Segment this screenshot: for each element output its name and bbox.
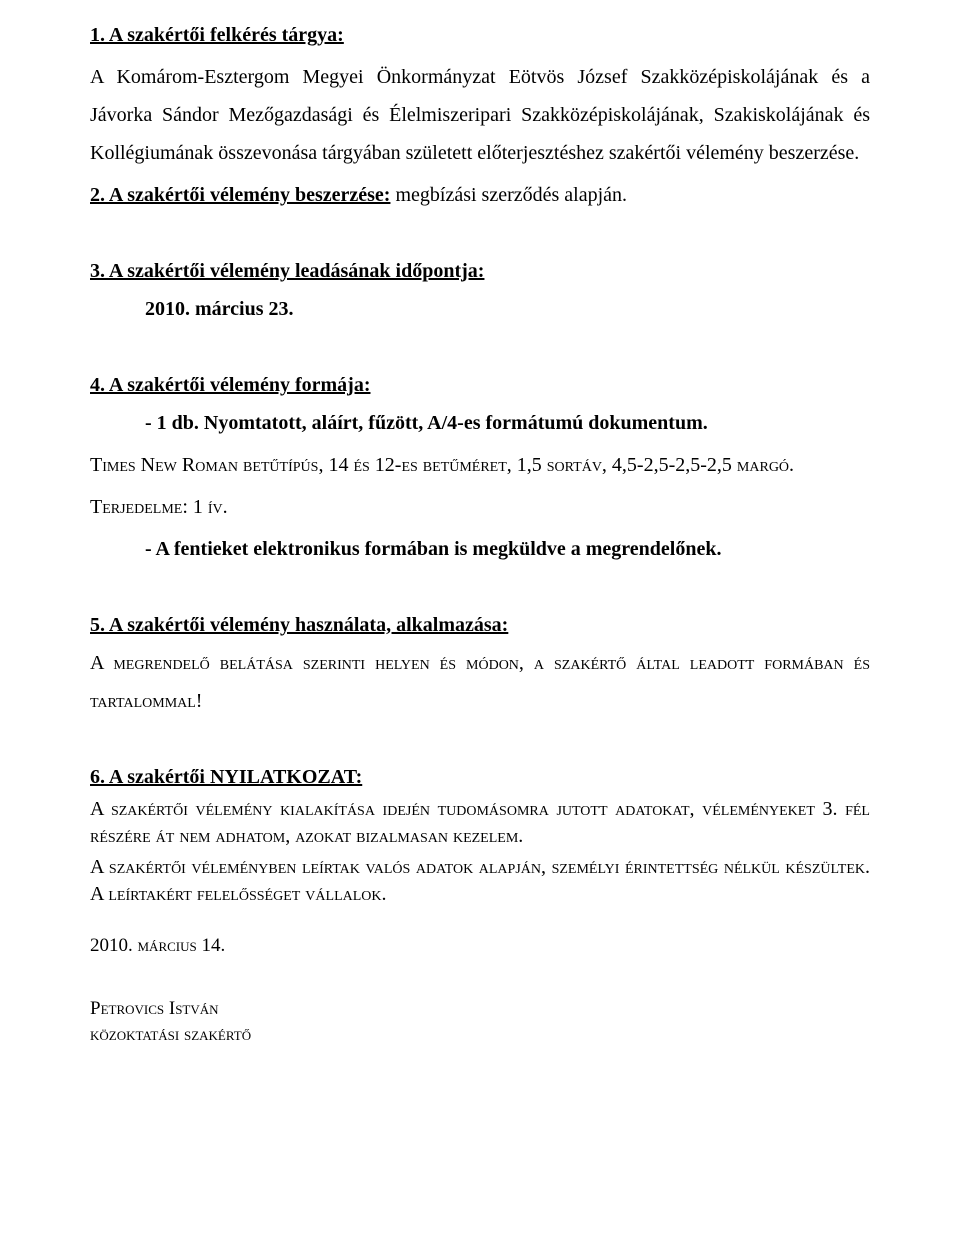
document-date: 2010. március 14. (90, 928, 870, 964)
section-4-heading: 4. A szakértői vélemény formája: (90, 370, 870, 400)
document-page: 1. A szakértői felkérés tárgya: A Komáro… (0, 0, 960, 1258)
signature-name: Petrovics István (90, 996, 870, 1022)
section-6-p1: A szakértői vélemény kialakítása idején … (90, 796, 870, 850)
section-6-heading: 6. A szakértői NYILATKOZAT: (90, 762, 870, 792)
section-1-body: A Komárom-Esztergom Megyei Önkormányzat … (90, 58, 870, 172)
section-5-body: A megrendelő belátása szerinti helyen és… (90, 644, 870, 720)
signature-block: Petrovics István közoktatási szakértő (90, 996, 870, 1047)
section-2-heading: 2. A szakértői vélemény beszerzése: (90, 184, 390, 206)
section-4-line3: - A fentieket elektronikus formában is m… (145, 530, 870, 568)
section-2: 2. A szakértői vélemény beszerzése: megb… (90, 176, 870, 214)
section-2-append: megbízási szerződés alapján. (390, 184, 627, 206)
section-5-heading: 5. A szakértői vélemény használata, alka… (90, 610, 870, 640)
section-4-line2a: Times New Roman betűtípús, 14 és 12-es b… (90, 446, 870, 484)
section-1-heading: 1. A szakértői felkérés tárgya: (90, 20, 870, 50)
signature-title: közoktatási szakértő (90, 1022, 870, 1048)
section-3-date: 2010. március 23. (145, 290, 870, 328)
section-4-line1: - 1 db. Nyomtatott, aláírt, fűzött, A/4-… (145, 404, 870, 442)
section-4-line2b: Terjedelme: 1 ív. (90, 488, 870, 526)
section-3-heading: 3. A szakértői vélemény leadásának időpo… (90, 256, 870, 286)
section-6-p2: A szakértői véleményben leírtak valós ad… (90, 854, 870, 908)
